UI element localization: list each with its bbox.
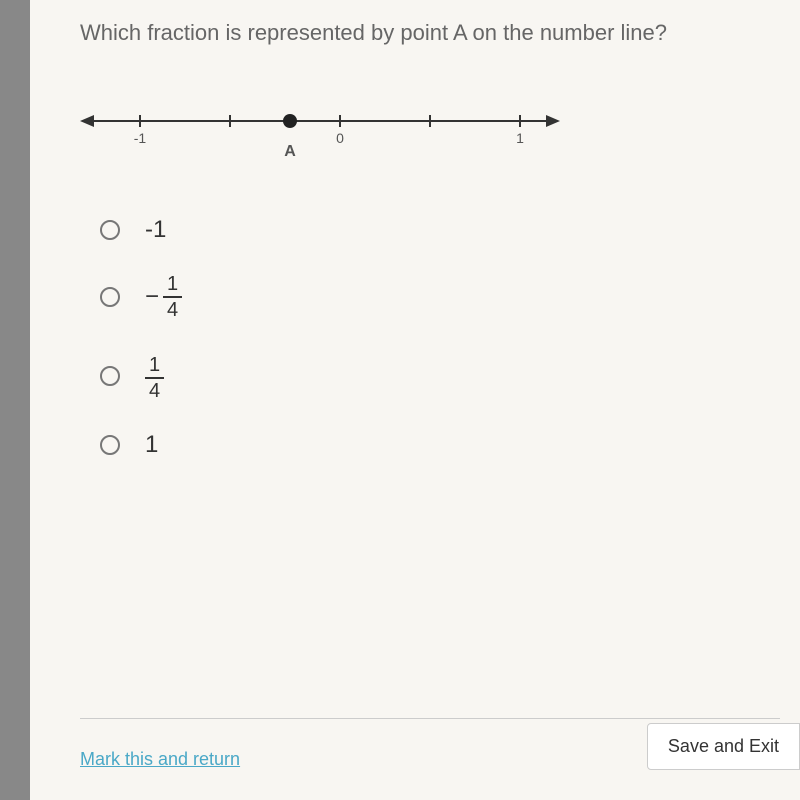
option-label: 1: [145, 431, 158, 459]
footer-content: Mark this and return Save and Exit: [80, 749, 780, 770]
quiz-page: Which fraction is represented by point A…: [30, 0, 800, 800]
svg-text:0: 0: [336, 130, 344, 146]
option-label: −14: [145, 274, 182, 320]
svg-text:1: 1: [516, 130, 524, 146]
radio-button[interactable]: [100, 366, 120, 386]
mark-and-return-link[interactable]: Mark this and return: [80, 749, 240, 770]
radio-button[interactable]: [100, 220, 120, 240]
answer-option-opt1[interactable]: -1: [100, 216, 800, 244]
number-line-figure: -1 0 1 A: [50, 96, 800, 176]
answer-options: -1 −14 14 1: [50, 216, 800, 459]
option-label: -1: [145, 216, 166, 244]
svg-text:A: A: [284, 143, 296, 160]
footer: Mark this and return Save and Exit: [30, 718, 800, 770]
answer-option-opt2[interactable]: −14: [100, 274, 800, 320]
save-and-exit-button[interactable]: Save and Exit: [647, 723, 800, 770]
option-label: 14: [145, 350, 164, 401]
radio-button[interactable]: [100, 287, 120, 307]
question-text: Which fraction is represented by point A…: [50, 20, 800, 46]
number-line-svg: -1 0 1 A: [80, 96, 560, 176]
answer-option-opt3[interactable]: 14: [100, 350, 800, 401]
svg-text:-1: -1: [134, 130, 147, 146]
radio-button[interactable]: [100, 435, 120, 455]
answer-option-opt4[interactable]: 1: [100, 431, 800, 459]
footer-divider: [80, 718, 780, 719]
